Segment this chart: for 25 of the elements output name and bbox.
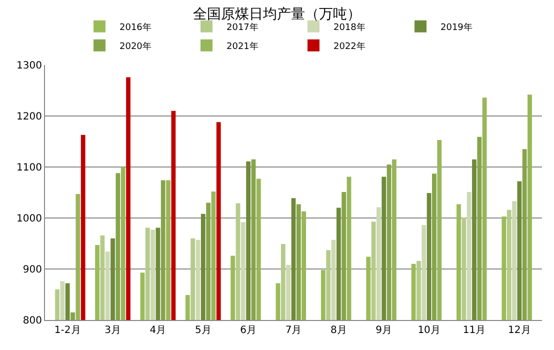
- x-tick-label: 12月: [508, 325, 531, 336]
- x-tick-label: 4月: [150, 325, 166, 336]
- legend-label: 2016年: [120, 22, 152, 33]
- x-tick-label: 8月: [330, 325, 347, 336]
- x-tick-label: 9月: [376, 325, 392, 336]
- legend-label: 2018年: [334, 22, 366, 33]
- x-tick-label: 6月: [240, 325, 257, 336]
- legend-label: 2021年: [226, 40, 258, 52]
- x-tick-label: 1-2月: [54, 325, 81, 336]
- x-tick-label: 11月: [462, 325, 486, 336]
- legend-label: 2017年: [226, 22, 258, 33]
- legend-label: 2022年: [334, 40, 366, 52]
- y-tick-label: 1000: [16, 214, 42, 224]
- chart-title: 全国原煤日均产量（万吨）: [193, 6, 361, 23]
- x-tick-label: 10月: [418, 325, 440, 336]
- y-tick-label: 1300: [16, 60, 42, 72]
- legend-label: 2019年: [440, 22, 472, 33]
- x-tick-label: 3月: [104, 325, 121, 336]
- y-tick-label: 1100: [16, 162, 42, 174]
- x-tick-label: 5月: [194, 325, 212, 336]
- y-tick-label: 1200: [16, 112, 42, 122]
- x-tick-label: 7月: [285, 325, 302, 336]
- y-tick-label: 900: [22, 264, 42, 276]
- legend-label: 2020年: [120, 40, 152, 52]
- y-tick-label: 800: [22, 316, 42, 326]
